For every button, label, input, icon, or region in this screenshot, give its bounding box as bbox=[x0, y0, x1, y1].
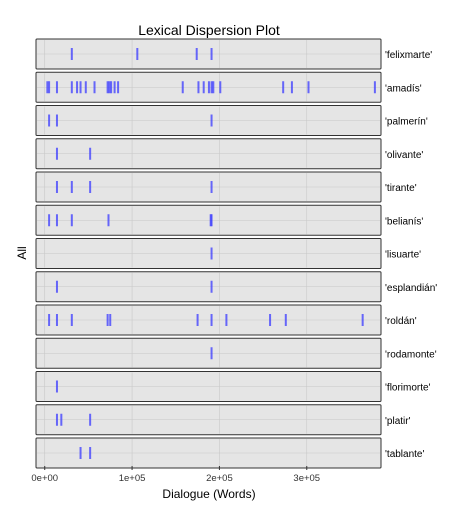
occurrence-mark bbox=[106, 81, 109, 94]
occurrence-mark bbox=[55, 81, 58, 94]
occurrence-mark bbox=[46, 81, 49, 94]
x-tick-label: 0e+00 bbox=[31, 473, 58, 484]
occurrence-mark bbox=[219, 81, 222, 94]
occurrence-mark bbox=[284, 314, 287, 326]
panel-group: 'felixmarte' 'amadís' 'palmerín' 'olivante'… bbox=[35, 38, 437, 469]
occurrence-mark bbox=[108, 81, 111, 94]
x-tick-label: 1e+05 bbox=[119, 473, 146, 484]
panel-12: 'tablante' bbox=[35, 437, 424, 469]
panel-3: 'olivante' bbox=[35, 138, 423, 170]
occurrence-mark bbox=[106, 314, 109, 326]
occurrence-mark bbox=[107, 214, 110, 227]
occurrence-mark bbox=[210, 181, 213, 193]
occurrence-mark bbox=[79, 81, 82, 94]
occurrence-mark bbox=[79, 447, 82, 459]
occurrence-mark bbox=[210, 347, 213, 360]
occurrence-mark bbox=[55, 314, 58, 326]
occurrence-mark bbox=[70, 181, 73, 193]
occurrence-mark bbox=[70, 81, 73, 94]
occurrence-mark bbox=[210, 247, 213, 260]
occurrence-mark bbox=[55, 147, 58, 160]
strip-label: 'platir' bbox=[385, 416, 411, 427]
occurrence-mark bbox=[210, 48, 213, 60]
occurrence-mark bbox=[196, 314, 199, 326]
occurrence-mark bbox=[361, 314, 364, 326]
strip-label: 'tirante' bbox=[385, 183, 417, 194]
occurrence-mark bbox=[210, 314, 213, 326]
occurrence-mark bbox=[55, 413, 58, 426]
occurrence-mark bbox=[373, 81, 376, 94]
strip-label: 'belianís' bbox=[385, 216, 423, 227]
strip-label: 'lisuarte' bbox=[385, 250, 421, 261]
occurrence-mark bbox=[48, 214, 51, 227]
occurrence-mark bbox=[48, 114, 51, 127]
occurrence-mark bbox=[117, 81, 120, 94]
occurrence-mark bbox=[55, 380, 58, 393]
chart-title: Lexical Dispersion Plot bbox=[138, 22, 280, 38]
occurrence-mark bbox=[55, 114, 58, 127]
occurrence-mark bbox=[60, 413, 63, 426]
x-axis-label: Dialogue (Words) bbox=[162, 487, 255, 501]
y-axis-label: All bbox=[15, 246, 29, 259]
strip-label: 'roldán' bbox=[385, 316, 417, 327]
occurrence-mark bbox=[48, 314, 51, 326]
occurrence-mark bbox=[89, 447, 92, 459]
occurrence-mark bbox=[48, 81, 51, 94]
x-axis: 0e+00 1e+05 2e+05 3e+05 bbox=[31, 466, 320, 484]
strip-label: 'olivante' bbox=[385, 150, 423, 161]
strip-label: 'amadís' bbox=[385, 83, 422, 94]
occurrence-mark bbox=[55, 280, 58, 293]
occurrence-mark bbox=[269, 314, 272, 326]
occurrence-mark bbox=[181, 81, 184, 94]
occurrence-mark bbox=[70, 214, 73, 227]
strip-label: 'felixmarte' bbox=[385, 50, 432, 61]
occurrence-mark bbox=[225, 314, 228, 326]
occurrence-mark bbox=[195, 48, 198, 60]
occurrence-mark bbox=[210, 280, 213, 293]
panel-4: 'tirante' bbox=[35, 171, 417, 203]
occurrence-mark bbox=[290, 81, 293, 94]
strip-label: 'tablante' bbox=[385, 449, 424, 460]
occurrence-mark bbox=[109, 314, 112, 326]
occurrence-mark bbox=[207, 81, 210, 94]
panel-6: 'lisuarte' bbox=[35, 238, 421, 269]
occurrence-mark bbox=[93, 81, 96, 94]
occurrence-mark bbox=[307, 81, 310, 94]
panel-8: 'roldán' bbox=[35, 304, 417, 336]
occurrence-mark bbox=[202, 81, 205, 94]
occurrence-mark bbox=[210, 114, 213, 127]
occurrence-mark bbox=[89, 147, 92, 160]
strip-label: 'florimorte' bbox=[385, 383, 431, 394]
panel-2: 'palmerín' bbox=[35, 105, 428, 136]
occurrence-mark bbox=[113, 81, 116, 94]
panel-9: 'rodamonte' bbox=[35, 337, 437, 369]
panel-0: 'felixmarte' bbox=[35, 38, 432, 70]
occurrence-mark bbox=[70, 314, 73, 326]
strip-label: 'esplandián' bbox=[385, 283, 437, 294]
occurrence-mark bbox=[197, 81, 200, 94]
panel-11: 'platir' bbox=[35, 404, 411, 436]
occurrence-mark bbox=[282, 81, 285, 94]
occurrence-mark bbox=[55, 181, 58, 193]
x-tick-label: 3e+05 bbox=[293, 473, 320, 484]
occurrence-mark bbox=[212, 81, 215, 94]
occurrence-mark bbox=[136, 48, 139, 60]
occurrence-mark bbox=[76, 81, 79, 94]
panel-7: 'esplandián' bbox=[35, 271, 437, 303]
occurrence-mark bbox=[210, 81, 213, 94]
occurrence-mark bbox=[89, 181, 92, 193]
panel-1: 'amadís' bbox=[35, 71, 422, 103]
panel-5: 'belianís' bbox=[35, 204, 423, 236]
occurrence-mark bbox=[210, 214, 213, 227]
occurrence-mark bbox=[110, 81, 113, 94]
panel-10: 'florimorte' bbox=[35, 371, 431, 402]
occurrence-mark bbox=[89, 413, 92, 426]
occurrence-mark bbox=[70, 48, 73, 60]
strip-label: 'rodamonte' bbox=[385, 349, 437, 360]
occurrence-mark bbox=[84, 81, 87, 94]
strip-label: 'palmerín' bbox=[385, 117, 428, 128]
occurrence-mark bbox=[55, 214, 58, 227]
x-tick-label: 2e+05 bbox=[206, 473, 233, 484]
